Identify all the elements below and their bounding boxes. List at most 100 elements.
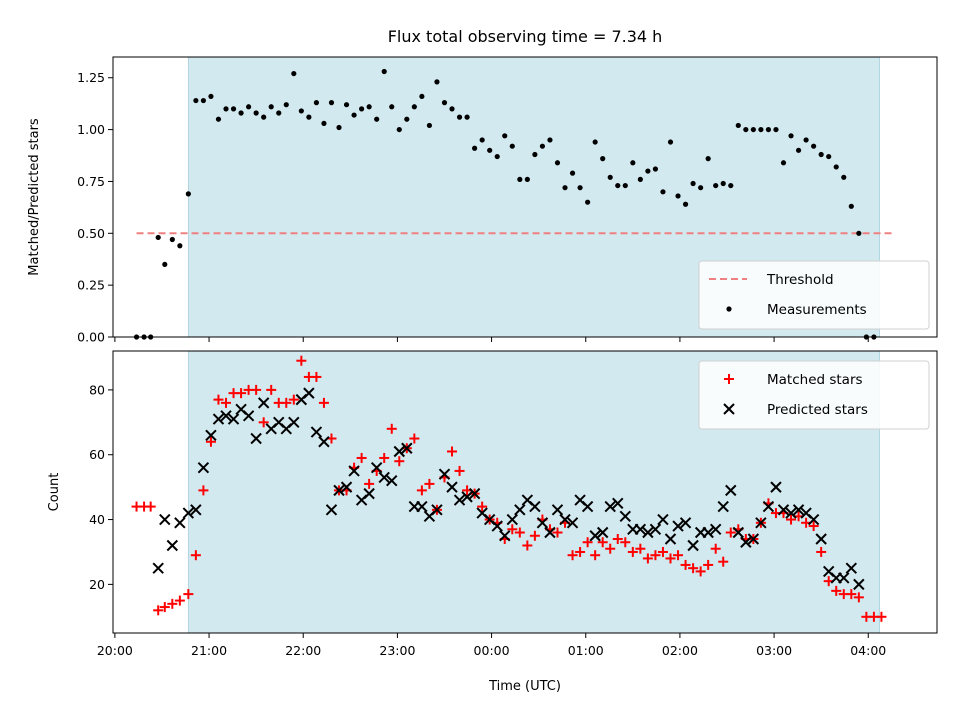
measurement-point bbox=[735, 122, 741, 129]
matched-star-point bbox=[846, 589, 857, 600]
predicted-star-point bbox=[461, 491, 473, 503]
measurement-point bbox=[645, 168, 651, 174]
predicted-star-point bbox=[762, 500, 775, 513]
predicted-star-point bbox=[709, 523, 722, 535]
predicted-star-point bbox=[755, 517, 767, 529]
matched-star-point bbox=[507, 524, 518, 535]
measurement-point bbox=[667, 139, 674, 145]
measurement-point bbox=[856, 230, 862, 236]
x-stroke-b bbox=[709, 523, 722, 535]
x-stroke-b bbox=[446, 481, 458, 493]
x-stroke-b bbox=[491, 520, 503, 532]
measurement-point bbox=[155, 234, 161, 241]
x-axis-label: Time (UTC) bbox=[488, 679, 561, 694]
predicted-star-point bbox=[401, 442, 413, 454]
predicted-star-point bbox=[725, 484, 737, 497]
x-stroke-b bbox=[770, 481, 782, 493]
measurement-point bbox=[253, 110, 259, 116]
measurement-point bbox=[713, 182, 719, 189]
measurement-point bbox=[818, 151, 824, 158]
x-stroke-b bbox=[536, 517, 549, 529]
x-stroke-b bbox=[777, 504, 790, 516]
measurement-point bbox=[622, 182, 628, 189]
matched-star-point bbox=[808, 521, 819, 532]
predicted-star-point bbox=[310, 426, 323, 438]
predicted-star-point bbox=[174, 517, 186, 529]
predicted-star-point bbox=[431, 504, 443, 516]
predicted-star-point bbox=[747, 533, 760, 545]
x-stroke-b bbox=[212, 413, 225, 425]
x-stroke-b bbox=[762, 500, 775, 513]
measurement-point bbox=[743, 126, 749, 133]
predicted-star-point bbox=[619, 510, 631, 523]
measurement-point bbox=[554, 160, 561, 166]
x-stroke-b bbox=[453, 494, 466, 506]
measurement-point bbox=[223, 106, 229, 112]
measurement-point bbox=[193, 97, 199, 104]
matched-star-point bbox=[198, 485, 209, 496]
chart-title: Flux total observing time = 7.34 h bbox=[388, 27, 663, 46]
predicted-star-point bbox=[785, 507, 797, 519]
measurement-point bbox=[502, 133, 508, 139]
measurement-point bbox=[630, 160, 636, 166]
x-stroke-b bbox=[619, 510, 631, 523]
x-stroke-b bbox=[197, 461, 210, 474]
measurement-point bbox=[569, 170, 576, 176]
legend-x-b bbox=[723, 403, 735, 415]
predicted-star-point bbox=[506, 513, 518, 526]
x-stroke-b bbox=[166, 539, 179, 552]
ratio-panel: 0.00 0.25 0.50 0.75 1.00 1.25 Matched/Predicte… bbox=[27, 56, 938, 345]
predicted-star-point bbox=[815, 533, 827, 545]
x-stroke-b bbox=[717, 500, 729, 513]
matched-star-point bbox=[695, 566, 706, 577]
measurement-point bbox=[615, 182, 621, 189]
measurement-point bbox=[472, 145, 478, 151]
legend-dot-swatch bbox=[726, 306, 732, 312]
measurement-point bbox=[246, 104, 252, 110]
matched-star-point bbox=[635, 543, 646, 554]
measurement-point bbox=[728, 182, 734, 189]
predicted-star-point bbox=[634, 523, 647, 535]
measurement-point bbox=[675, 193, 681, 199]
predicted-star-point bbox=[152, 562, 164, 574]
predicted-star-point bbox=[499, 530, 511, 542]
x-stroke-b bbox=[257, 397, 270, 409]
measurement-point bbox=[660, 189, 666, 195]
x-stroke-b bbox=[190, 504, 202, 516]
matched-star-point bbox=[236, 388, 247, 399]
predicted-star-point bbox=[212, 413, 225, 425]
x-stroke-b bbox=[506, 513, 518, 526]
x-stroke-b bbox=[649, 523, 662, 535]
matched-star-point bbox=[477, 501, 488, 512]
matched-star-point bbox=[424, 478, 435, 489]
measurement-point bbox=[833, 164, 839, 170]
measurement-point bbox=[509, 143, 515, 149]
measurement-point bbox=[381, 68, 387, 75]
predicted-star-point bbox=[318, 436, 330, 448]
matched-star-point bbox=[174, 595, 185, 606]
predicted-star-point bbox=[740, 536, 752, 548]
x-stroke-b bbox=[250, 432, 262, 445]
measurement-point bbox=[313, 100, 320, 106]
x-stroke-b bbox=[227, 413, 240, 425]
y-tick-label: 1.25 bbox=[77, 70, 105, 85]
matched-star-point bbox=[258, 417, 269, 428]
matched-star-point bbox=[394, 456, 405, 467]
x-stroke-b bbox=[853, 578, 865, 591]
measurement-point bbox=[841, 174, 847, 180]
predicted-star-point bbox=[853, 578, 865, 591]
matched-star-point bbox=[213, 394, 224, 405]
matched-star-point bbox=[612, 534, 623, 544]
measurement-point bbox=[215, 116, 222, 122]
measurement-point bbox=[682, 201, 689, 207]
measurement-point bbox=[200, 97, 207, 104]
predicted-star-point bbox=[559, 513, 571, 526]
x-stroke-b bbox=[152, 562, 164, 574]
measurement-point bbox=[404, 116, 410, 122]
x-stroke-b bbox=[687, 539, 699, 552]
measurement-point bbox=[652, 166, 659, 172]
measurement-point bbox=[441, 100, 448, 106]
measurement-point bbox=[449, 106, 455, 112]
x-stroke-b bbox=[378, 471, 390, 484]
